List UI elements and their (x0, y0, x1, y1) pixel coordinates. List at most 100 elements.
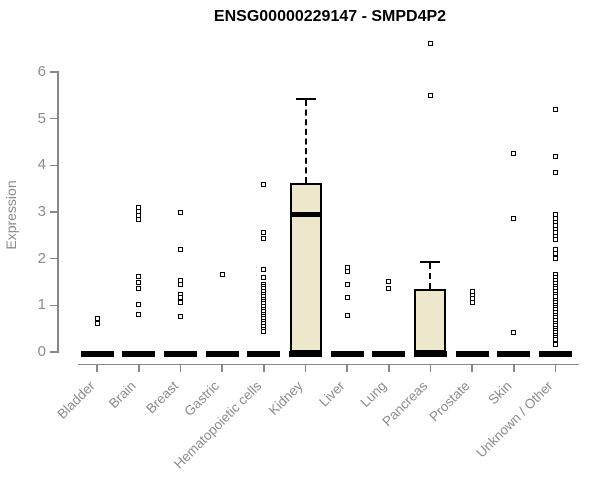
y-axis-tick (50, 164, 57, 167)
x-axis-tick (554, 363, 557, 372)
x-axis-tick (429, 363, 432, 372)
x-tick-label: Kidney (266, 378, 306, 418)
x-tick-label: Brain (106, 378, 140, 412)
data-point (178, 210, 184, 216)
data-point (94, 320, 100, 326)
data-point (261, 236, 267, 242)
data-point (552, 170, 558, 176)
y-tick-label: 3 (37, 202, 46, 220)
data-point (344, 312, 350, 318)
x-tick-label: Skin (484, 378, 515, 408)
zero-bar (455, 350, 489, 357)
y-tick-label: 5 (37, 109, 46, 127)
zero-bar (164, 350, 198, 357)
x-tick-label: Breast (142, 378, 181, 417)
x-tick-label: Gastric (181, 378, 223, 420)
zero-bar (80, 350, 114, 357)
y-tick-label: 6 (37, 62, 46, 80)
x-tick-label: Pancreas (379, 378, 431, 430)
x-axis-line (78, 363, 579, 365)
data-point (552, 222, 558, 228)
data-point (552, 342, 558, 348)
y-axis-tick (50, 71, 57, 73)
x-axis-tick (138, 363, 140, 372)
x-axis-tick (221, 363, 223, 372)
box-whisker-cap (295, 97, 316, 100)
y-axis-tick (50, 351, 57, 353)
data-point (136, 285, 142, 291)
x-axis-tick (471, 363, 473, 372)
y-axis-tick (50, 257, 57, 260)
data-point (552, 154, 558, 160)
x-axis-tick (263, 363, 265, 372)
data-point (386, 279, 392, 285)
zero-bar (330, 350, 364, 357)
zero-bar (497, 350, 531, 357)
x-axis-tick (388, 363, 390, 372)
zero-bar (247, 350, 281, 357)
x-axis-tick (96, 363, 98, 372)
chart-title: ENSG00000229147 - SMPD4P2 (213, 8, 447, 25)
box-whisker (429, 263, 432, 289)
data-point (178, 277, 184, 283)
data-point (261, 182, 267, 188)
x-axis-tick (179, 363, 182, 372)
data-point (511, 215, 517, 221)
data-point (427, 92, 433, 98)
x-tick-label: Bladder (53, 378, 98, 422)
data-point (344, 295, 350, 301)
zero-bar (538, 350, 572, 357)
zero-bar (372, 350, 406, 357)
data-point (178, 247, 184, 253)
data-point (386, 286, 392, 292)
zero-bar (122, 350, 156, 357)
x-tick-label: Liver (316, 378, 348, 410)
box-kidney (289, 183, 322, 352)
y-tick-label: 2 (37, 249, 46, 267)
y-tick-label: 0 (37, 343, 46, 360)
data-point (136, 302, 142, 308)
data-point (552, 337, 558, 343)
data-point (219, 271, 225, 277)
data-point (136, 274, 142, 280)
box-whisker (304, 99, 307, 184)
data-point (511, 150, 517, 156)
y-tick-label: 4 (37, 156, 46, 174)
data-point (344, 282, 350, 288)
data-point (511, 330, 517, 336)
y-axis-line (57, 71, 59, 353)
data-point (469, 299, 475, 305)
zero-bar (289, 350, 322, 357)
x-tick-label: Unknown / Other (473, 378, 556, 461)
x-tick-label: Lung (357, 378, 390, 411)
data-point (136, 311, 142, 317)
data-point (552, 237, 558, 243)
box-whisker-cap (420, 261, 441, 264)
data-point (178, 314, 184, 320)
x-axis-tick (346, 363, 348, 372)
data-point (178, 282, 184, 288)
data-point (552, 255, 558, 261)
zero-bar (413, 350, 447, 357)
data-point (136, 217, 142, 223)
data-point (136, 280, 142, 286)
y-axis-tick (50, 304, 57, 307)
y-tick-label: 1 (37, 296, 46, 314)
zero-bar (205, 350, 239, 357)
x-tick-label: Prostate (426, 378, 473, 425)
box-median (289, 212, 322, 218)
data-point (344, 269, 350, 275)
box-pancreas (414, 288, 447, 352)
data-point (427, 41, 433, 47)
data-point (261, 267, 267, 273)
data-point (261, 229, 267, 235)
y-axis-tick (50, 117, 57, 120)
data-point (552, 106, 558, 112)
data-point (178, 299, 184, 305)
x-axis-tick (304, 363, 307, 372)
x-axis-tick (513, 363, 515, 372)
data-point (261, 328, 267, 334)
data-point (261, 274, 267, 280)
